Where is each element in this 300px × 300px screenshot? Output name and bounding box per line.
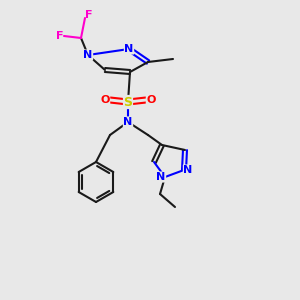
Text: O: O — [100, 95, 110, 105]
Text: F: F — [56, 31, 64, 41]
Text: N: N — [156, 172, 166, 182]
Text: N: N — [83, 50, 93, 60]
Text: N: N — [183, 165, 193, 175]
Text: S: S — [124, 95, 133, 109]
Text: F: F — [85, 10, 93, 20]
Text: N: N — [124, 44, 134, 54]
Text: O: O — [146, 95, 156, 105]
Text: N: N — [123, 117, 133, 127]
